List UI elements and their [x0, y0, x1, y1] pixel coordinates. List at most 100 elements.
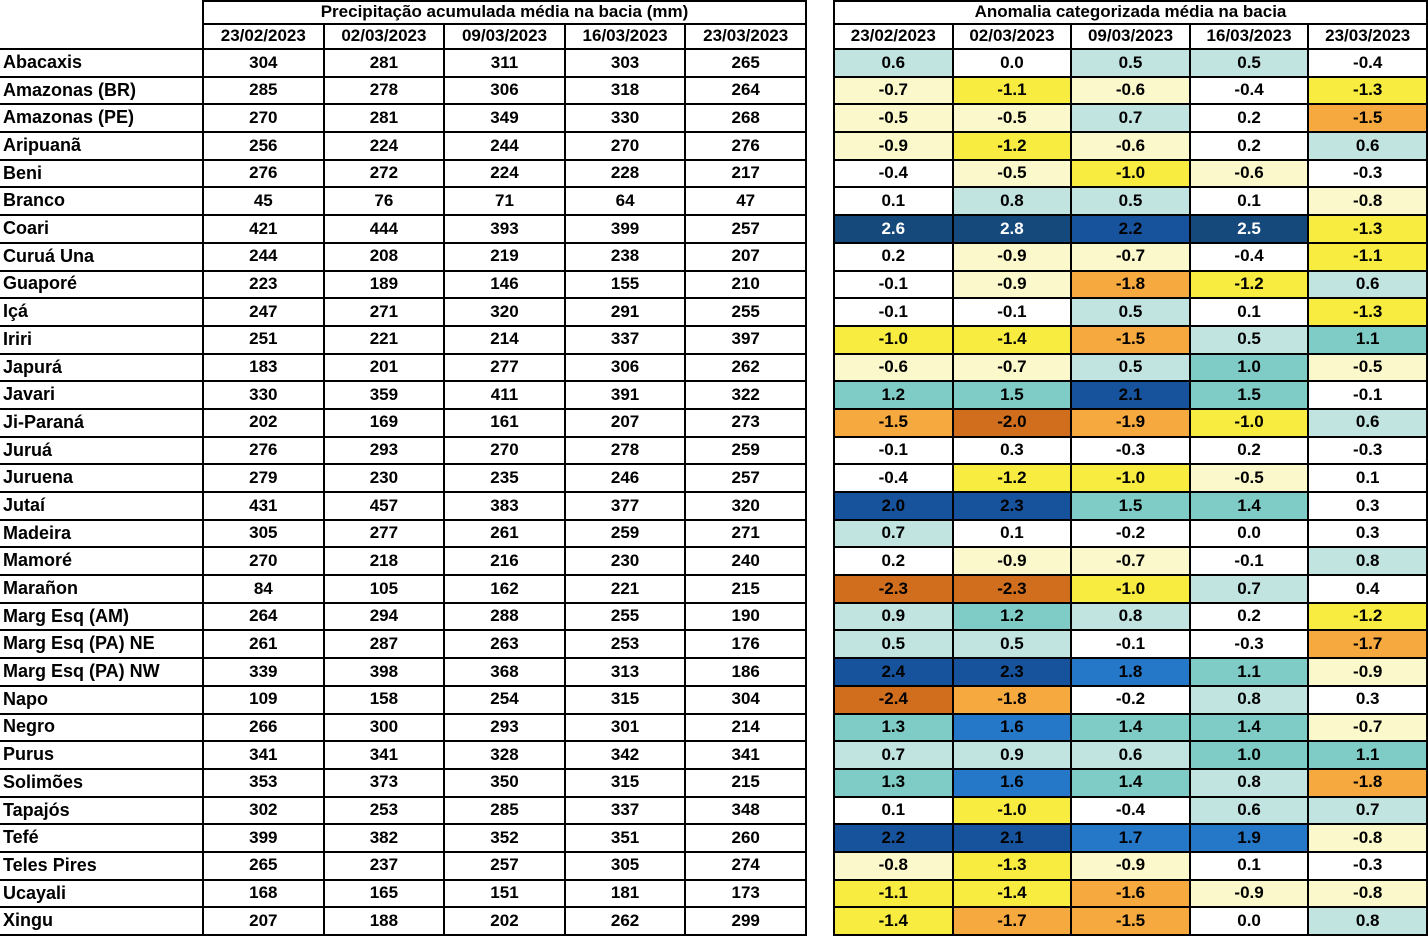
date-column-header: 09/03/2023	[1070, 23, 1191, 50]
basin-row-label: Beni	[0, 158, 204, 189]
anomaly-value-cell: 0.6	[833, 48, 954, 78]
table-row: Madeira 305 277 261 259 271	[0, 518, 807, 549]
precip-value-cell: 304	[684, 684, 807, 715]
precip-value-cell: 109	[202, 684, 325, 715]
anomaly-value-cell: 2.2	[1070, 214, 1191, 244]
anomaly-value-cell: -0.4	[833, 158, 954, 189]
date-column-header: 23/02/2023	[202, 23, 325, 50]
table-row: Japurá 183 201 277 306 262	[0, 352, 807, 383]
anomaly-value-cell: -1.9	[1070, 407, 1191, 438]
anomaly-value-cell: -0.7	[833, 75, 954, 106]
anomaly-value-cell: 0.2	[833, 241, 954, 272]
table-row: Iriri 251 221 214 337 397	[0, 324, 807, 355]
anomaly-value-cell: -1.0	[833, 324, 954, 355]
basin-row-label: Ji-Paraná	[0, 407, 204, 438]
precip-value-cell: 301	[563, 712, 687, 743]
table-row: 1.3 1.6 1.4 1.4 -0.7	[833, 712, 1428, 743]
anomaly-value-cell: -0.2	[1070, 518, 1191, 549]
precip-value-cell: 253	[322, 795, 446, 826]
table-row: 0.5 0.5 -0.1 -0.3 -1.7	[833, 629, 1428, 660]
precip-value-cell: 221	[322, 324, 446, 355]
precip-value-cell: 304	[202, 48, 325, 78]
basin-row-label: Amazonas (PE)	[0, 103, 204, 134]
precip-value-cell: 339	[202, 657, 325, 687]
anomaly-value-cell: -0.1	[833, 297, 954, 327]
basin-row-label: Marañon	[0, 574, 204, 604]
table-row: -1.1 -1.4 -1.6 -0.9 -0.8	[833, 878, 1428, 909]
date-column-header: 23/02/2023	[833, 23, 954, 50]
precip-value-cell: 235	[443, 463, 566, 493]
anomaly-value-cell: 0.2	[1188, 435, 1310, 466]
date-column-header: 09/03/2023	[443, 23, 566, 50]
precip-value-cell: 302	[202, 795, 325, 826]
precip-value-cell: 303	[563, 48, 687, 78]
precip-value-cell: 337	[563, 795, 687, 826]
precip-value-cell: 315	[563, 684, 687, 715]
anomaly-date-header-row: 23/02/2023 02/03/2023 09/03/2023 16/03/2…	[833, 23, 1428, 50]
precip-value-cell: 318	[563, 75, 687, 106]
precipitation-date-header-row: 23/02/2023 02/03/2023 09/03/2023 16/03/2…	[0, 23, 807, 50]
anomaly-value-cell: 0.8	[951, 186, 1073, 217]
precip-value-cell: 202	[202, 407, 325, 438]
basin-row-label: Coari	[0, 214, 204, 244]
anomaly-value-cell: -0.3	[1070, 435, 1191, 466]
table-row: -2.3 -2.3 -1.0 0.7 0.4	[833, 574, 1428, 604]
precip-value-cell: 173	[684, 878, 807, 909]
table-row: -0.9 -1.2 -0.6 0.2 0.6	[833, 131, 1428, 161]
precip-value-cell: 337	[563, 324, 687, 355]
anomaly-value-cell: 0.2	[1188, 601, 1310, 632]
date-column-header: 02/03/2023	[322, 23, 446, 50]
anomaly-value-cell: 1.5	[1188, 380, 1310, 410]
precip-value-cell: 353	[202, 767, 325, 798]
basin-row-label: Madeira	[0, 518, 204, 549]
anomaly-value-cell: -0.6	[1070, 75, 1191, 106]
anomaly-value-cell: -0.5	[1307, 352, 1428, 383]
precip-value-cell: 244	[443, 131, 566, 161]
anomaly-value-cell: -1.2	[951, 131, 1073, 161]
anomaly-value-cell: 2.5	[1188, 214, 1310, 244]
anomaly-value-cell: 2.6	[833, 214, 954, 244]
precip-value-cell: 257	[443, 850, 566, 881]
anomaly-value-cell: -0.4	[833, 463, 954, 493]
anomaly-value-cell: -0.2	[1070, 684, 1191, 715]
precip-value-cell: 76	[322, 186, 446, 217]
anomaly-value-cell: -1.4	[951, 878, 1073, 909]
table-row: -0.1 0.3 -0.3 0.2 -0.3	[833, 435, 1428, 466]
precip-value-cell: 161	[443, 407, 566, 438]
precip-value-cell: 271	[322, 297, 446, 327]
table-row: 2.4 2.3 1.8 1.1 -0.9	[833, 657, 1428, 687]
precip-value-cell: 271	[684, 518, 807, 549]
precip-value-cell: 215	[684, 574, 807, 604]
anomaly-value-cell: 0.5	[1070, 48, 1191, 78]
anomaly-value-cell: 0.8	[1188, 684, 1310, 715]
anomaly-value-cell: -0.7	[1070, 546, 1191, 577]
basin-row-label: Purus	[0, 740, 204, 770]
anomaly-value-cell: -0.9	[951, 269, 1073, 300]
anomaly-value-cell: 1.9	[1188, 823, 1310, 853]
precip-value-cell: 294	[322, 601, 446, 632]
precip-value-cell: 277	[443, 352, 566, 383]
anomaly-value-cell: 0.1	[833, 186, 954, 217]
precip-value-cell: 341	[684, 740, 807, 770]
table-row: Branco 45 76 71 64 47	[0, 186, 807, 217]
table-row: -0.1 -0.1 0.5 0.1 -1.3	[833, 297, 1428, 327]
precipitation-table-body: Abacaxis 304 281 311 303 265 Amazonas (BR) 285 2…	[0, 48, 807, 936]
anomaly-value-cell: 1.2	[833, 380, 954, 410]
table-row: 0.2 -0.9 -0.7 -0.1 0.8	[833, 546, 1428, 577]
anomaly-value-cell: -0.4	[1307, 48, 1428, 78]
anomaly-value-cell: 0.0	[951, 48, 1073, 78]
precip-value-cell: 224	[443, 158, 566, 189]
date-column-header: 23/03/2023	[1307, 23, 1428, 50]
precip-value-cell: 315	[563, 767, 687, 798]
table-row: 0.7 0.1 -0.2 0.0 0.3	[833, 518, 1428, 549]
anomaly-value-cell: -2.4	[833, 684, 954, 715]
precip-value-cell: 165	[322, 878, 446, 909]
anomaly-value-cell: -1.3	[951, 850, 1073, 881]
table-row: Amazonas (BR) 285 278 306 318 264	[0, 75, 807, 106]
anomaly-value-cell: -1.3	[1307, 297, 1428, 327]
anomaly-value-cell: 2.8	[951, 214, 1073, 244]
anomaly-value-cell: -0.8	[1307, 186, 1428, 217]
anomaly-value-cell: -0.4	[1188, 241, 1310, 272]
precip-value-cell: 265	[202, 850, 325, 881]
precip-value-cell: 257	[684, 463, 807, 493]
